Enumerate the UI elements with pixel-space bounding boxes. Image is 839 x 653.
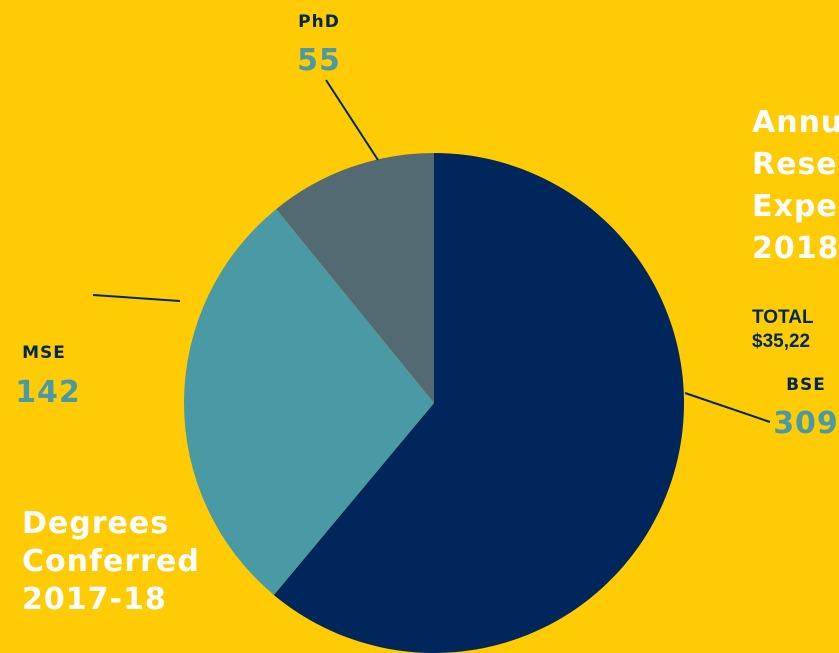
pie-slice-bse xyxy=(273,153,685,653)
chart-title: Degrees Conferred 2017-18 xyxy=(22,505,200,619)
total-value: $35,22 xyxy=(752,331,811,352)
chart-title-line-3: 2017-18 xyxy=(22,582,167,617)
leader-line-mse xyxy=(92,294,181,302)
total-label: TOTAL xyxy=(752,307,814,328)
slice-value-phd: 55 xyxy=(297,43,341,78)
side-panel-total: TOTAL $35,22 xyxy=(752,306,814,354)
side-title-line-3: Expen xyxy=(752,189,839,224)
slice-value-mse: 142 xyxy=(15,375,81,410)
pie-slice-mse xyxy=(184,209,434,595)
side-title-line-2: Resea xyxy=(752,147,839,182)
side-title-line-1: Annu xyxy=(752,105,839,140)
side-title-line-4: 2018- xyxy=(752,231,839,266)
slice-label-phd: PhD xyxy=(298,12,340,32)
pie-slice-phd xyxy=(276,153,434,403)
leader-line-bse xyxy=(684,392,771,423)
chart-title-line-2: Conferred xyxy=(22,544,200,579)
slice-label-mse: MSE xyxy=(22,343,66,363)
chart-title-line-1: Degrees xyxy=(22,506,170,541)
leader-line-phd xyxy=(325,79,379,161)
slice-value-bse: 309 xyxy=(773,406,839,441)
slice-label-bse: BSE xyxy=(786,375,826,395)
side-panel-title: Annu Resea Expen 2018- xyxy=(752,102,839,270)
